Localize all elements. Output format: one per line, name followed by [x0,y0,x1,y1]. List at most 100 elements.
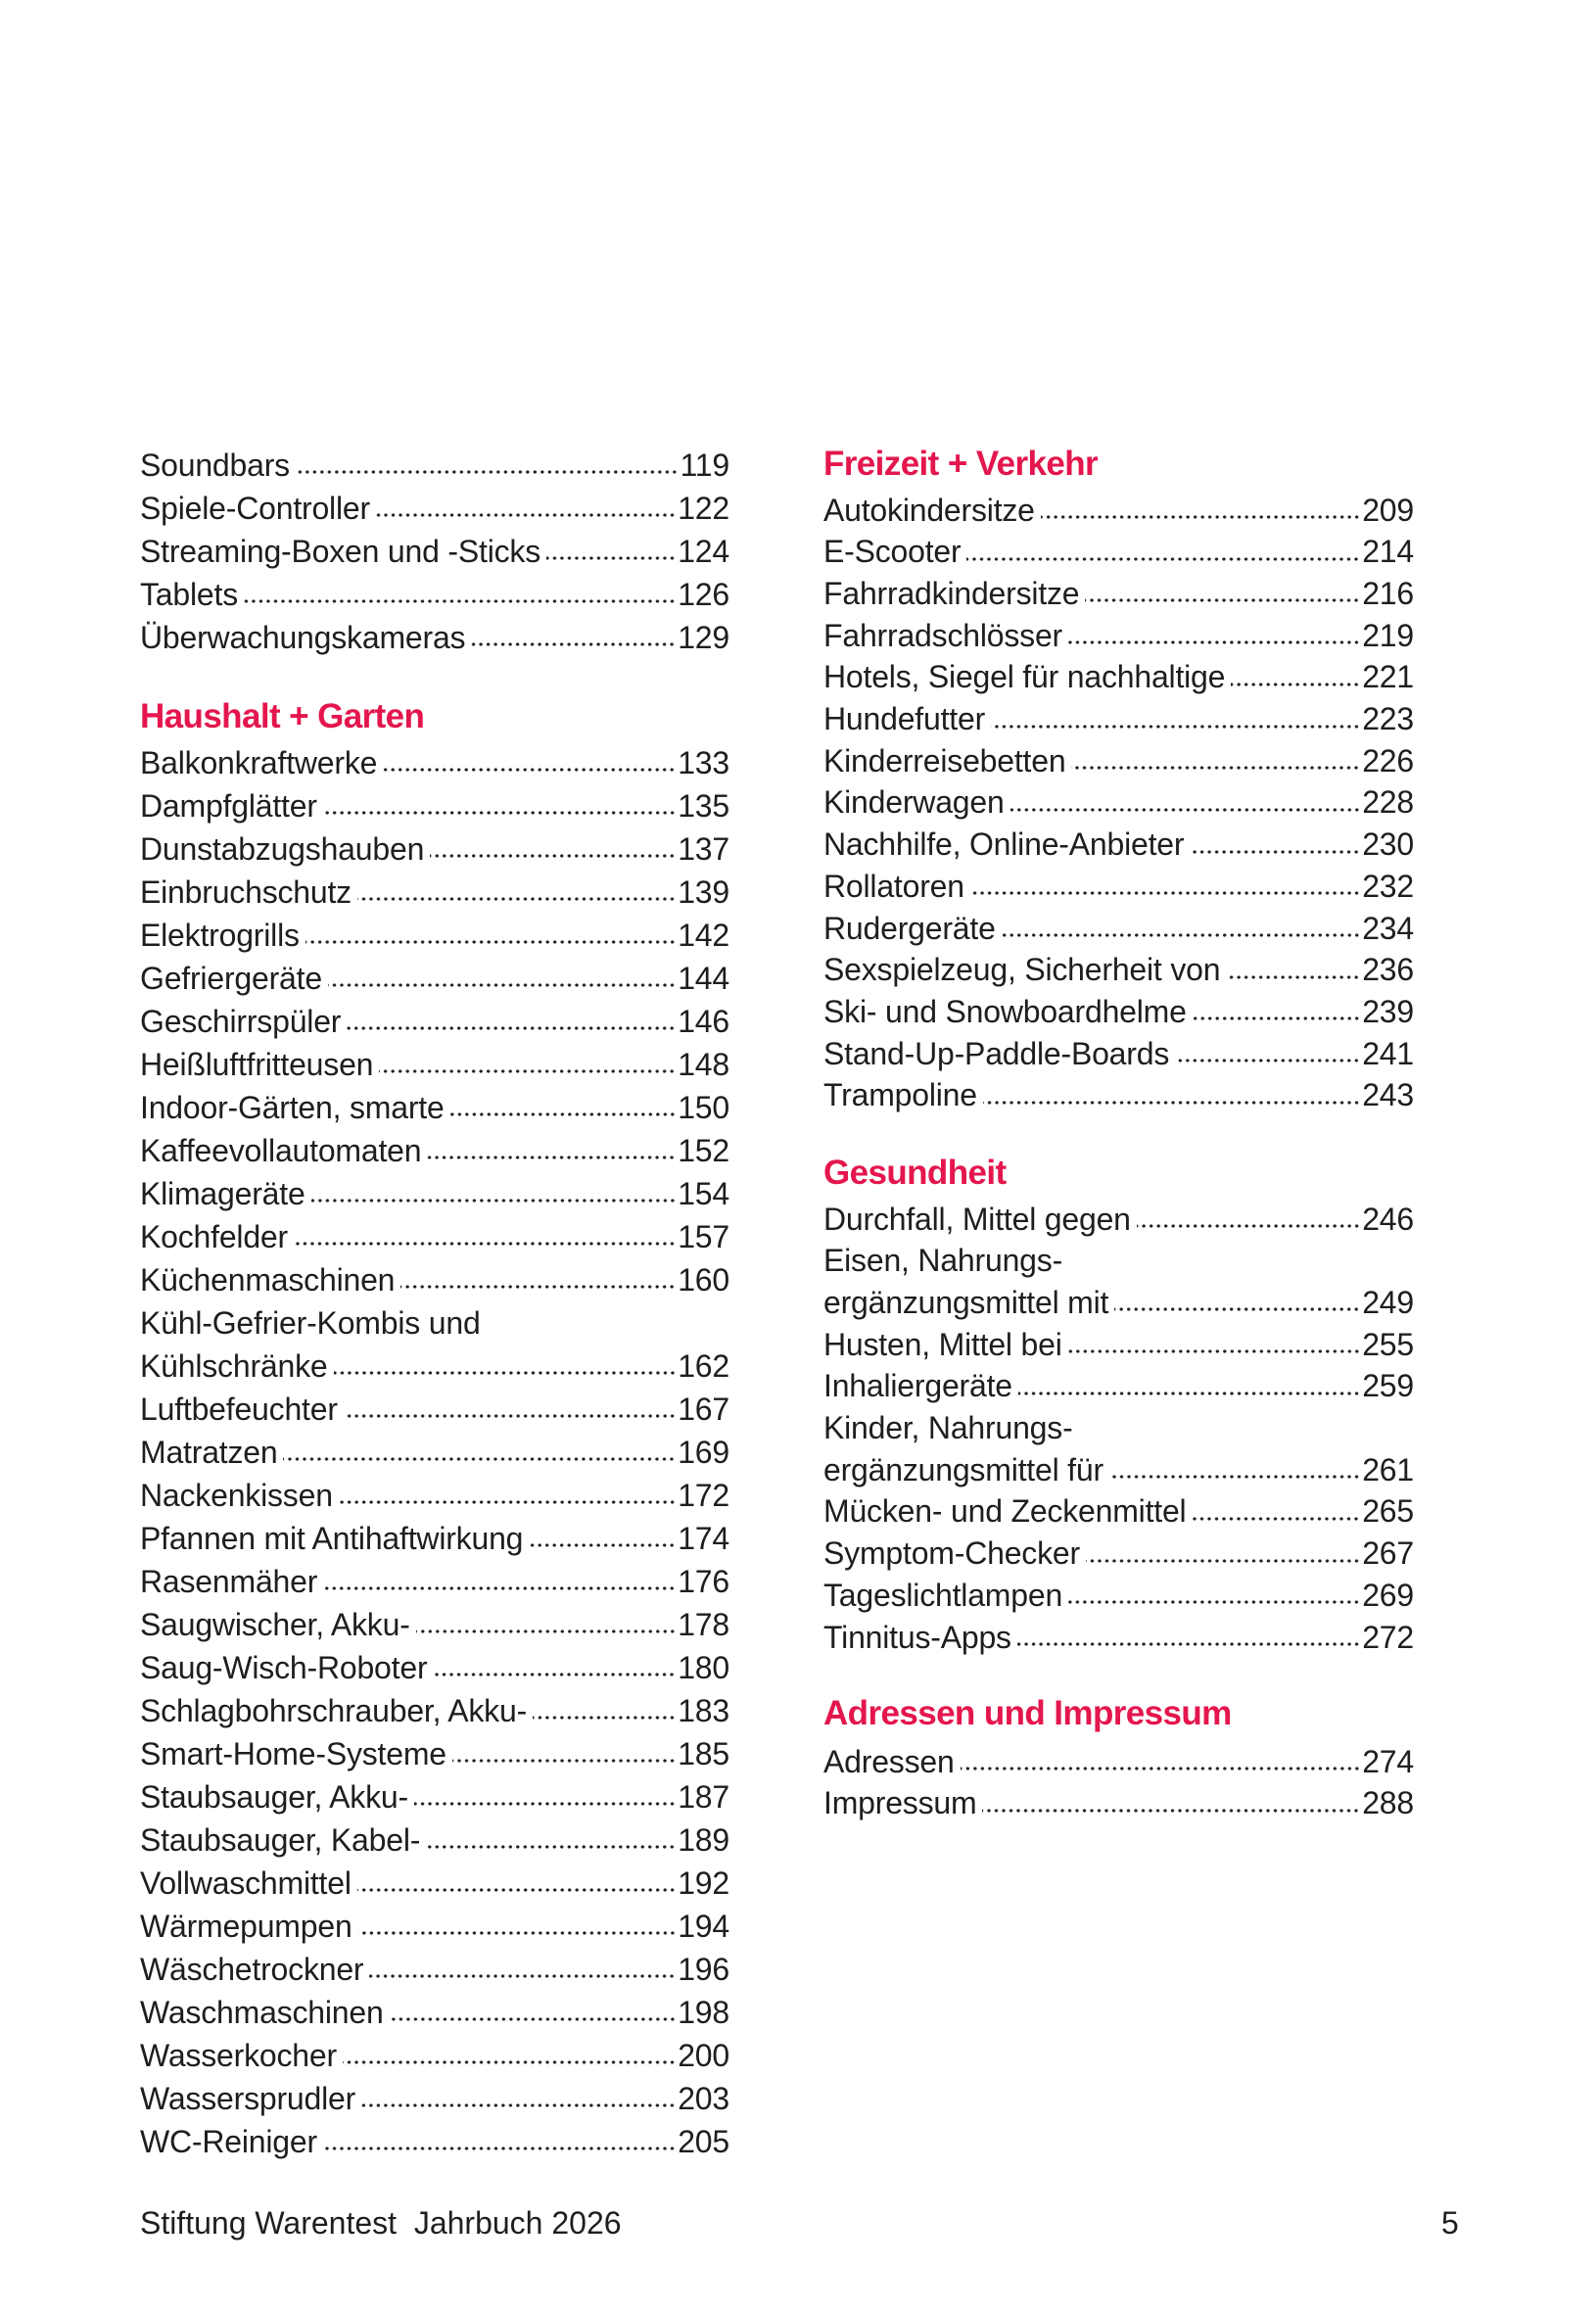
toc-entry-label: Fahrradkindersitze [823,575,1080,611]
toc-entry[interactable]: Luftbefeuchter 167 [140,1388,729,1431]
toc-entry[interactable]: Mücken- und Zeckenmittel 265 [823,1490,1414,1534]
toc-entry[interactable]: Trampoline 243 [823,1074,1414,1117]
toc-entry[interactable]: Kühlschränke 162 [140,1345,729,1388]
toc-entry-label: Überwachungskameras [140,619,466,655]
toc-entry-label: Küchenmaschinen [140,1261,396,1298]
toc-entry[interactable]: Tageslichtlampen 269 [823,1574,1414,1617]
toc-entry[interactable]: Ski- und Snowboardhelme 239 [823,990,1414,1033]
section-heading: Freizeit + Verkehr [823,445,1099,483]
toc-entry[interactable]: Smart-Home-Systeme 185 [140,1732,729,1775]
toc-entry[interactable]: Kinderwagen 228 [823,781,1414,825]
dot-leader [1190,849,1361,854]
dot-leader [413,1802,677,1806]
toc-entry[interactable]: E-Scooter 214 [823,531,1414,574]
toc-entry[interactable]: Rollatoren 232 [823,865,1414,908]
toc-entry[interactable]: Nackenkissen 172 [140,1474,729,1517]
toc-entry[interactable]: Wasserkocher 200 [140,2034,729,2077]
toc-entry[interactable]: Dunstabzugshauben 137 [140,827,729,871]
toc-entry[interactable]: Streaming-Boxen und -Sticks 124 [140,530,729,573]
toc-entry[interactable]: Soundbars 119 [140,444,729,487]
toc-entry[interactable]: Schlagbohrschrauber, Akku- 183 [140,1689,729,1732]
toc-entry[interactable]: Heißluftfritteusen 148 [140,1043,729,1086]
toc-entry[interactable]: Gefriergeräte 144 [140,957,729,1000]
dot-leader [375,513,677,517]
toc-entry[interactable]: Elektrogrills 142 [140,914,729,957]
toc-entry[interactable]: Geschirrspüler 146 [140,1000,729,1043]
toc-entry[interactable]: Balkonkraftwerke 133 [140,741,729,784]
toc-entry[interactable]: Fahrradkindersitze 216 [823,572,1414,615]
toc-entry-label: Trampoline [823,1077,977,1113]
toc-entry[interactable]: Kochfelder 157 [140,1215,729,1258]
dot-leader [1175,1059,1361,1063]
toc-entry[interactable]: Stand-Up-Paddle-Boards 241 [823,1032,1414,1075]
toc-entry[interactable]: Wäschetrockner 196 [140,1948,729,1991]
dot-leader [1071,766,1361,771]
dot-leader [991,724,1361,729]
toc-entry[interactable]: Überwachungskameras 129 [140,616,729,659]
toc-entry[interactable]: WC-Reiniger 205 [140,2120,729,2163]
toc-entry[interactable]: Staubsauger, Kabel- 189 [140,1818,729,1862]
toc-entry-page: 133 [678,744,729,780]
toc-entry[interactable]: Spiele-Controller 122 [140,487,729,530]
toc-entry[interactable]: Wassersprudler 203 [140,2077,729,2120]
toc-entry[interactable]: Sexspielzeug, Sicherheit von 236 [823,949,1414,992]
dot-leader [1040,515,1361,519]
dot-leader [383,768,677,772]
toc-entry[interactable]: Indoor-Gärten, smarte 150 [140,1086,729,1129]
dot-leader [322,2147,677,2150]
toc-entry-label: Durchfall, Mittel gegen [823,1201,1131,1237]
toc-entry[interactable]: Dampfglätter 135 [140,784,729,827]
toc-entry[interactable]: Klimageräte 154 [140,1172,729,1215]
toc-entry-page: 194 [678,1908,729,1944]
toc-entry[interactable]: Kinder, Nahrungs- [823,1407,1414,1450]
toc-entry[interactable]: Hotels, Siegel für nachhaltige 221 [823,656,1414,699]
toc-entry[interactable]: Nachhilfe, Online-Anbieter 230 [823,824,1414,867]
toc-entry-page: 246 [1362,1201,1414,1237]
dot-leader [1009,807,1361,812]
toc-entry-label: Geschirrspüler [140,1003,342,1039]
toc-entry[interactable]: Adressen 274 [823,1740,1414,1783]
toc-entry[interactable]: Symptom-Checker 267 [823,1533,1414,1576]
toc-entry[interactable]: Pfannen mit Antihaftwirkung 174 [140,1517,729,1560]
toc-entry[interactable]: Kühl-Gefrier-Kombis und [140,1301,729,1345]
dot-leader [356,897,677,901]
dot-leader [338,1500,677,1504]
toc-entry[interactable]: Hundefutter 223 [823,698,1414,741]
toc-entry-page: 272 [1362,1619,1414,1655]
toc-entry[interactable]: Autokindersitze 209 [823,489,1414,532]
toc-entry[interactable]: Wärmepumpen 194 [140,1905,729,1948]
dot-leader [1067,1349,1361,1354]
toc-entry[interactable]: ergänzungsmittel für 261 [823,1448,1414,1491]
toc-entry[interactable]: Vollwaschmittel 192 [140,1862,729,1905]
toc-entry[interactable]: Rudergeräte 234 [823,907,1414,950]
toc-entry[interactable]: Saugwischer, Akku- 178 [140,1603,729,1646]
toc-entry[interactable]: Kinderreisebetten 226 [823,739,1414,782]
toc-entry-page: 214 [1362,534,1414,570]
toc-entry[interactable]: Saug-Wisch-Roboter 180 [140,1646,729,1689]
dot-leader [1068,1600,1361,1605]
toc-entry[interactable]: Tablets 126 [140,573,729,616]
toc-entry[interactable]: Einbruchschutz 139 [140,871,729,914]
toc-entry-page: 183 [678,1692,729,1728]
toc-entry[interactable]: Staubsauger, Akku- 187 [140,1775,729,1818]
toc-entry[interactable]: Eisen, Nahrungs- [823,1240,1414,1283]
toc-entry-page: 269 [1362,1577,1414,1613]
dot-leader [1017,1391,1361,1395]
toc-entry[interactable]: Waschmaschinen 198 [140,1991,729,2034]
dot-leader [369,1974,677,1978]
toc-entry[interactable]: Matratzen 169 [140,1431,729,1474]
dot-leader [295,470,679,474]
toc-entry-page: 135 [678,787,729,824]
toc-entry-label: Wassersprudler [140,2080,356,2116]
toc-entry[interactable]: Durchfall, Mittel gegen 246 [823,1198,1414,1241]
toc-entry-page: 288 [1362,1785,1414,1821]
toc-entry[interactable]: Inhaliergeräte 259 [823,1365,1414,1408]
toc-entry[interactable]: Husten, Mittel bei 255 [823,1323,1414,1366]
toc-entry[interactable]: Kaffeevollautomaten 152 [140,1129,729,1172]
toc-entry[interactable]: Küchenmaschinen 160 [140,1258,729,1301]
toc-entry[interactable]: ergänzungsmittel mit 249 [823,1281,1414,1324]
toc-entry[interactable]: Rasenmäher 176 [140,1560,729,1603]
toc-entry[interactable]: Impressum 288 [823,1782,1414,1825]
toc-entry[interactable]: Tinnitus-Apps 272 [823,1616,1414,1659]
toc-entry[interactable]: Fahrradschlösser 219 [823,614,1414,657]
